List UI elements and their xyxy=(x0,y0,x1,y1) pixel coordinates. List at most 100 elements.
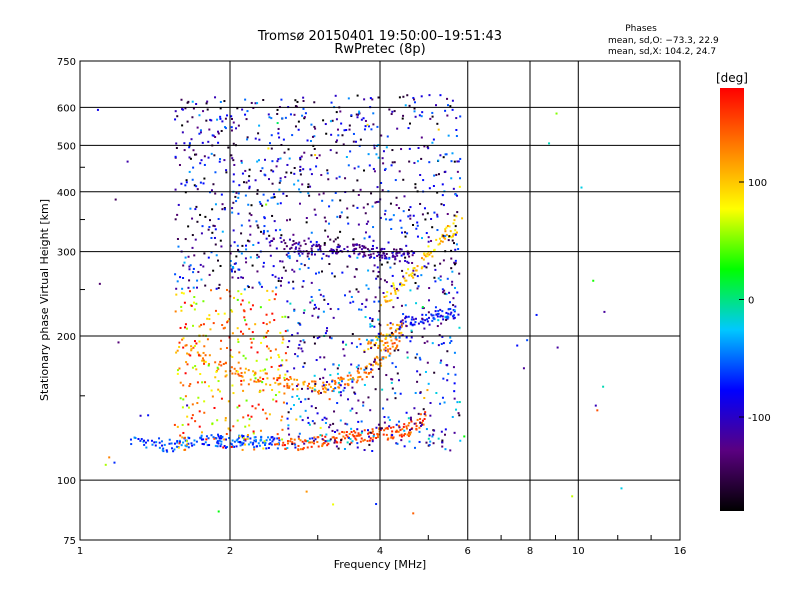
scatter-point xyxy=(432,442,435,445)
scatter-point xyxy=(416,275,419,278)
scatter-point xyxy=(382,251,385,254)
scatter-point xyxy=(454,233,457,236)
scatter-point xyxy=(404,279,407,282)
scatter-point xyxy=(416,418,419,421)
scatter-point xyxy=(205,119,208,122)
scatter-point xyxy=(400,284,403,287)
scatter-point xyxy=(283,376,286,379)
scatter-point xyxy=(269,442,272,445)
scatter-point xyxy=(224,417,227,420)
scatter-point xyxy=(221,208,224,211)
scatter-point xyxy=(439,275,442,278)
scatter-point xyxy=(209,118,212,121)
scatter-point xyxy=(423,207,426,210)
scatter-point xyxy=(191,403,194,406)
scatter-point xyxy=(428,287,431,290)
scatter-point xyxy=(301,350,304,353)
scatter-point xyxy=(313,135,316,138)
scatter-point xyxy=(433,429,436,432)
scatter-point xyxy=(339,441,342,444)
scatter-point xyxy=(453,219,456,222)
scatter-point xyxy=(356,256,359,259)
scatter-point xyxy=(419,173,422,176)
scatter-point xyxy=(384,209,387,212)
scatter-point xyxy=(370,255,373,258)
scatter-point xyxy=(283,151,286,154)
scatter-point xyxy=(402,114,405,117)
scatter-point xyxy=(230,154,233,157)
scatter-point xyxy=(361,378,364,381)
scatter-point xyxy=(400,254,403,257)
scatter-point xyxy=(297,397,300,400)
scatter-point xyxy=(196,402,199,405)
scatter-point xyxy=(404,259,407,262)
scatter-point xyxy=(272,196,275,199)
scatter-point xyxy=(244,439,247,442)
scatter-point xyxy=(181,406,184,409)
scatter-point xyxy=(371,319,374,322)
scatter-point xyxy=(290,377,293,380)
scatter-point xyxy=(393,287,396,290)
scatter-point xyxy=(392,284,395,287)
scatter-point xyxy=(182,292,185,295)
scatter-point xyxy=(315,359,318,362)
scatter-point xyxy=(248,185,251,188)
scatter-point xyxy=(203,400,206,403)
scatter-point xyxy=(408,431,411,434)
scatter-point xyxy=(421,111,424,114)
scatter-point xyxy=(293,438,296,441)
scatter-point xyxy=(306,139,309,142)
scatter-point xyxy=(379,254,382,257)
scatter-point xyxy=(299,439,302,442)
scatter-point xyxy=(240,276,243,279)
scatter-point xyxy=(388,257,391,260)
scatter-point xyxy=(440,203,443,206)
scatter-point xyxy=(419,373,422,376)
scatter-point xyxy=(409,340,412,343)
scatter-point xyxy=(226,288,229,291)
scatter-point xyxy=(356,206,359,209)
scatter-point xyxy=(375,503,378,506)
scatter-point xyxy=(231,265,234,268)
scatter-point xyxy=(237,340,240,343)
scatter-point xyxy=(317,307,320,310)
scatter-point xyxy=(207,385,210,388)
scatter-point xyxy=(431,226,434,229)
scatter-point xyxy=(184,448,187,451)
scatter-point xyxy=(419,202,422,205)
scatter-point xyxy=(179,326,182,329)
scatter-point xyxy=(291,334,294,337)
scatter-point xyxy=(191,234,194,237)
scatter-point xyxy=(282,192,285,195)
scatter-point xyxy=(374,296,377,299)
scatter-point xyxy=(186,352,189,355)
scatter-point xyxy=(273,298,276,301)
scatter-point xyxy=(237,276,240,279)
scatter-point xyxy=(194,153,197,156)
scatter-point xyxy=(271,214,274,217)
scatter-point xyxy=(187,353,190,356)
scatter-point xyxy=(357,399,360,402)
scatter-point xyxy=(439,279,442,282)
scatter-point xyxy=(306,255,309,258)
scatter-point xyxy=(437,319,440,322)
scatter-point xyxy=(178,440,181,443)
scatter-point xyxy=(310,253,313,256)
scatter-point xyxy=(248,219,251,222)
colorbar-tick-label: 100 xyxy=(748,178,767,189)
scatter-point xyxy=(404,320,407,323)
scatter-point xyxy=(438,237,441,240)
grid-lines xyxy=(80,61,680,540)
scatter-point xyxy=(325,433,328,436)
scatter-point xyxy=(381,254,384,257)
scatter-point xyxy=(302,381,305,384)
scatter-point xyxy=(440,322,443,325)
scatter-point xyxy=(398,332,401,335)
scatter-point xyxy=(230,115,233,118)
scatter-point xyxy=(254,137,257,140)
scatter-point xyxy=(186,415,189,418)
scatter-point xyxy=(428,94,431,97)
scatter-point xyxy=(453,310,456,313)
scatter-point xyxy=(415,302,418,305)
